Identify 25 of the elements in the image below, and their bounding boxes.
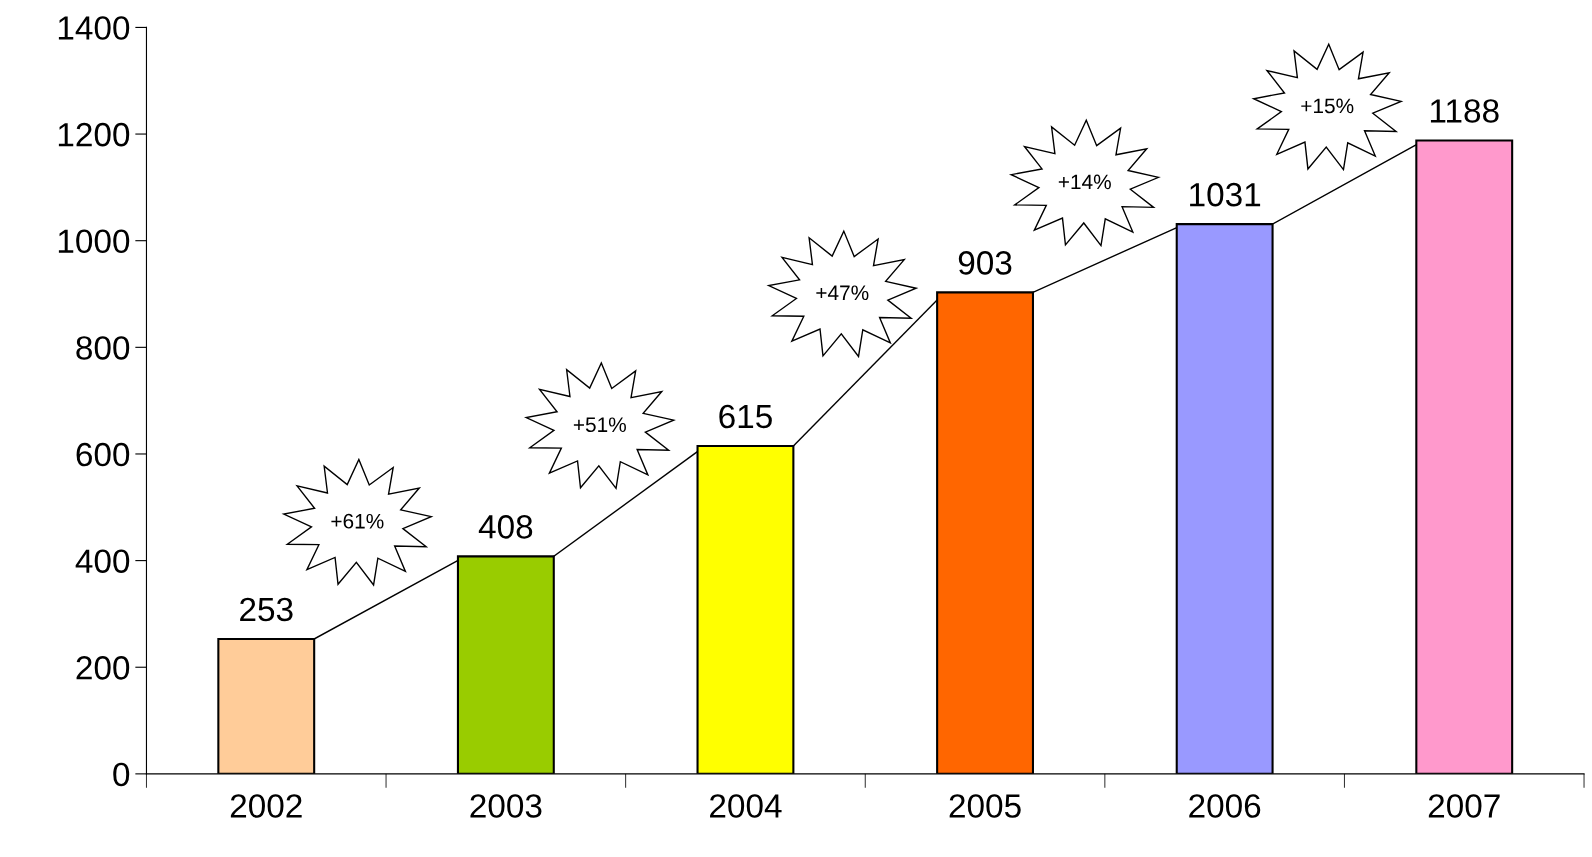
- y-tick-label: 1200: [58, 122, 130, 147]
- annotation: +61%: [331, 513, 384, 529]
- x-tick-label: 2005: [949, 794, 1021, 818]
- x-tick-label: 2003: [470, 794, 542, 818]
- annotation: +47%: [816, 285, 869, 301]
- x-tick-label: 2006: [1189, 794, 1261, 818]
- x-tick-label: 2002: [230, 794, 302, 818]
- x-tick-label: 2004: [710, 794, 782, 818]
- data-label: 1188: [1430, 99, 1499, 123]
- data-label: 408: [478, 515, 533, 539]
- annotation: +14%: [1058, 174, 1111, 190]
- y-tick-label: 800: [76, 336, 130, 360]
- y-tick-label: 200: [76, 656, 130, 680]
- y-tick-label: 1400: [58, 16, 130, 40]
- data-label: 615: [719, 404, 772, 429]
- data-label: 1031: [1190, 182, 1261, 207]
- y-tick-label: 1000: [58, 229, 130, 254]
- annotation: +15%: [1301, 98, 1354, 114]
- y-tick-label: 0: [113, 762, 130, 787]
- y-tick-label: 400: [75, 549, 130, 574]
- annotation: +51%: [573, 417, 626, 433]
- data-label: 903: [958, 251, 1012, 275]
- y-tick-label: 600: [76, 442, 130, 467]
- x-tick-label: 2007: [1428, 794, 1500, 818]
- data-label: 253: [240, 597, 293, 622]
